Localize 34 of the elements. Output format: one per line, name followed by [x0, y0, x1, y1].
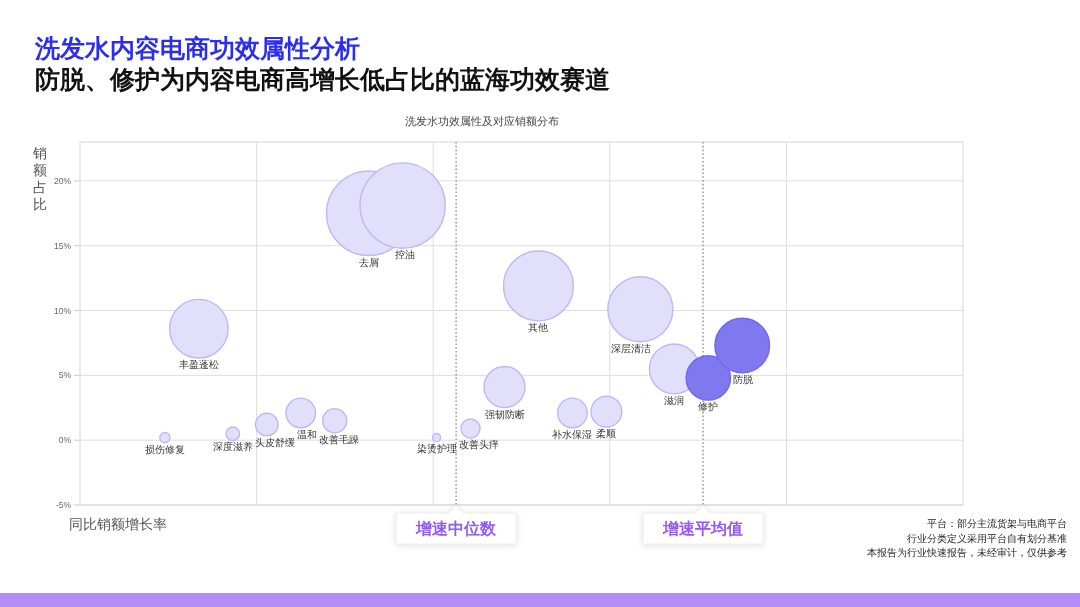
y-tick-label: 15%: [54, 240, 71, 251]
text: 行业分类定义采用平台自有划分基准: [907, 532, 1067, 544]
series-label: 损伤修复: [144, 443, 185, 455]
text: 洗发水功效属性及对应销额分布: [405, 115, 559, 127]
text: 平台：部分主流货架与电商平台: [927, 518, 1067, 529]
series-label: 其他: [528, 321, 549, 333]
series-label: 控油: [394, 249, 415, 261]
series-label: 染烫护理: [416, 442, 457, 454]
series-label: 修护: [698, 401, 719, 413]
series-label: 去屑: [358, 256, 379, 268]
series-label: 强韧防断: [484, 408, 525, 420]
y-tick-label: 20%: [54, 175, 71, 186]
series-label: 丰盈蓬松: [178, 358, 219, 370]
text: 增速平均值: [662, 520, 744, 537]
series-label: 深度滋养: [212, 441, 253, 453]
series-label: 防脱: [733, 373, 754, 385]
y-tick-label: 5%: [58, 370, 71, 381]
y-tick-label: -5%: [55, 500, 71, 510]
series-label: 头皮舒缓: [254, 436, 295, 448]
x-axis-title: 同比销额增长率: [69, 517, 167, 532]
series-label: 深层清洁: [611, 342, 652, 354]
text: 增速中位数: [415, 520, 498, 537]
chart-title: 洗发水内容电商功效属性分析: [34, 34, 360, 62]
chart-subtitle: 防脱、修护为内容电商高增长低占比的蓝海功效赛道: [35, 65, 610, 93]
y-tick-label: 10%: [54, 305, 71, 316]
y-tick-label: 0%: [58, 435, 71, 446]
text: 本报告为行业快速报告，未经审计，仅供参考: [867, 547, 1067, 558]
series-label: 改善头痒: [458, 439, 499, 451]
series-label: 滋润: [664, 394, 685, 406]
series-label: 补水保湿: [552, 428, 593, 440]
series-label: 温和: [296, 428, 317, 440]
series-label: 改善毛躁: [318, 433, 359, 445]
series-label: 柔顺: [596, 428, 617, 440]
y-axis-title: 销额占比: [33, 145, 47, 212]
